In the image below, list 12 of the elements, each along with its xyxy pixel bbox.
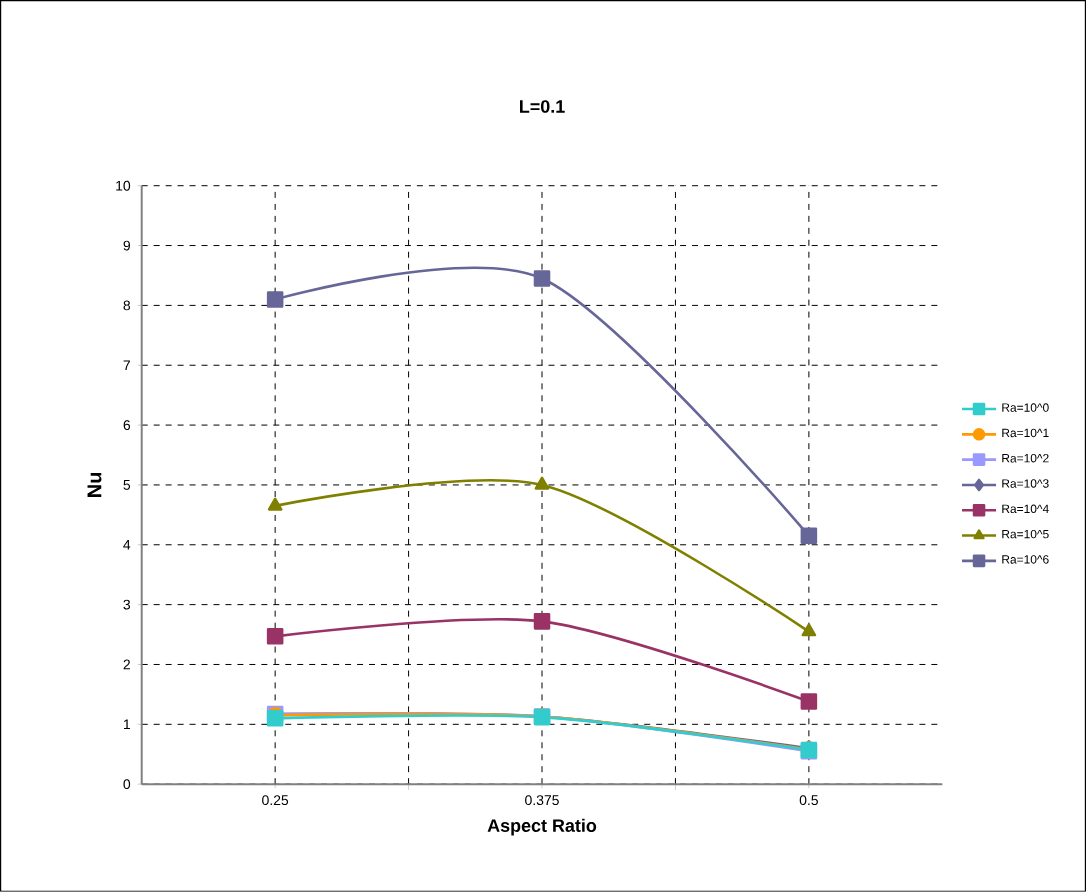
point — [801, 623, 817, 637]
point — [534, 476, 550, 490]
x-axis-title: Aspect Ratio — [487, 818, 597, 836]
point — [800, 693, 818, 710]
point — [267, 497, 283, 511]
point — [800, 527, 818, 545]
y-axis-title: Nu — [87, 473, 102, 497]
point — [533, 270, 551, 287]
chart-title: L=0.1 — [520, 100, 565, 113]
point — [266, 628, 284, 645]
point — [533, 613, 551, 630]
point — [266, 291, 284, 308]
